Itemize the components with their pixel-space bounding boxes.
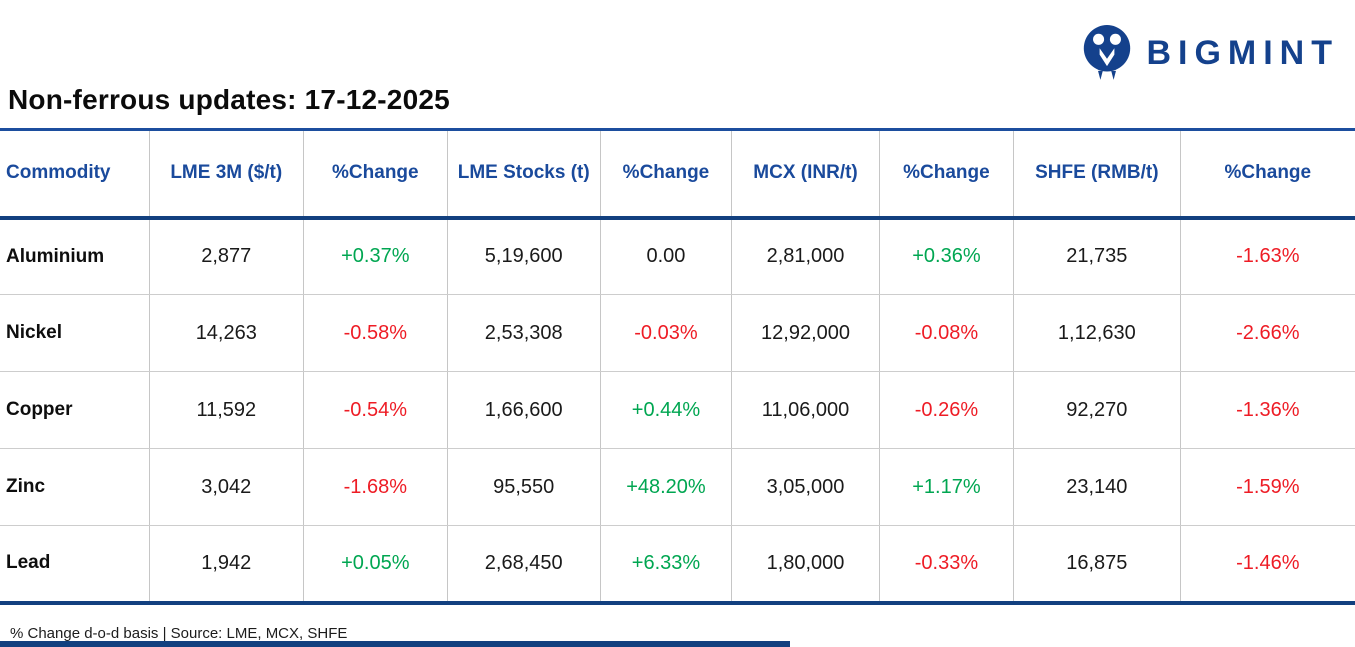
col-header-shfe: SHFE (RMB/t) (1013, 128, 1181, 220)
shfe-change-cell: -1.63% (1179, 217, 1355, 295)
lme-stocks-change-cell: +6.33% (599, 525, 732, 605)
shfe-cell: 21,735 (1013, 217, 1181, 295)
mcx-change-cell: +1.17% (878, 448, 1014, 526)
col-header-shfe-change: %Change (1179, 128, 1355, 220)
commodity-cell: Lead (0, 525, 150, 605)
mcx-change-cell: +0.36% (878, 217, 1014, 295)
col-header-mcx-change: %Change (878, 128, 1014, 220)
non-ferrous-table: Commodity LME 3M ($/t) %Change LME Stock… (0, 128, 1355, 605)
table-row: Zinc 3,042 -1.68% 95,550 +48.20% 3,05,00… (0, 448, 1355, 526)
lme-3m-change-cell: -1.68% (303, 448, 448, 526)
shfe-change-cell: -1.36% (1179, 371, 1355, 449)
commodity-cell: Aluminium (0, 217, 150, 295)
mcx-change-cell: -0.26% (878, 371, 1014, 449)
table-row: Copper 11,592 -0.54% 1,66,600 +0.44% 11,… (0, 371, 1355, 449)
lme-stocks-cell: 2,68,450 (446, 525, 601, 605)
lme-3m-cell: 3,042 (148, 448, 304, 526)
shfe-change-cell: -1.59% (1179, 448, 1355, 526)
lme-stocks-change-cell: 0.00 (599, 217, 732, 295)
mcx-change-cell: -0.08% (878, 294, 1014, 372)
shfe-cell: 92,270 (1013, 371, 1181, 449)
table-body: Aluminium 2,877 +0.37% 5,19,600 0.00 2,8… (0, 217, 1355, 605)
shfe-cell: 16,875 (1013, 525, 1181, 605)
page-title: Non-ferrous updates: 17-12-2025 (8, 84, 450, 115)
col-header-lme-3m-change: %Change (303, 128, 448, 220)
shfe-change-cell: -1.46% (1179, 525, 1355, 605)
commodity-cell: Nickel (0, 294, 150, 372)
lme-stocks-cell: 2,53,308 (446, 294, 601, 372)
lme-3m-change-cell: -0.54% (303, 371, 448, 449)
footnote: % Change d-o-d basis | Source: LME, MCX,… (10, 625, 348, 642)
col-header-mcx: MCX (INR/t) (731, 128, 880, 220)
lme-stocks-change-cell: -0.03% (599, 294, 732, 372)
lme-stocks-cell: 1,66,600 (446, 371, 601, 449)
lme-3m-change-cell: -0.58% (303, 294, 448, 372)
col-header-lme-3m: LME 3M ($/t) (148, 128, 304, 220)
lme-stocks-cell: 95,550 (446, 448, 601, 526)
table-row: Aluminium 2,877 +0.37% 5,19,600 0.00 2,8… (0, 217, 1355, 295)
lme-3m-cell: 11,592 (148, 371, 304, 449)
bottom-brand-bar (0, 641, 790, 647)
col-header-lme-stocks: LME Stocks (t) (446, 128, 601, 220)
mcx-cell: 11,06,000 (731, 371, 880, 449)
bigmint-logo-icon (1084, 25, 1131, 80)
table-header-row: Commodity LME 3M ($/t) %Change LME Stock… (0, 128, 1355, 220)
commodity-cell: Copper (0, 371, 150, 449)
commodity-cell: Zinc (0, 448, 150, 526)
col-header-commodity: Commodity (0, 128, 150, 220)
mcx-cell: 12,92,000 (731, 294, 880, 372)
lme-3m-change-cell: +0.05% (303, 525, 448, 605)
lme-3m-change-cell: +0.37% (303, 217, 448, 295)
lme-stocks-change-cell: +48.20% (599, 448, 732, 526)
lme-3m-cell: 2,877 (148, 217, 304, 295)
bigmint-logo: BIGMINT (1080, 24, 1339, 82)
shfe-cell: 1,12,630 (1013, 294, 1181, 372)
col-header-lme-stocks-change: %Change (599, 128, 732, 220)
lme-3m-cell: 14,263 (148, 294, 304, 372)
shfe-change-cell: -2.66% (1179, 294, 1355, 372)
mcx-cell: 1,80,000 (731, 525, 880, 605)
mcx-cell: 2,81,000 (731, 217, 880, 295)
table-row: Lead 1,942 +0.05% 2,68,450 +6.33% 1,80,0… (0, 525, 1355, 605)
shfe-cell: 23,140 (1013, 448, 1181, 526)
lme-stocks-cell: 5,19,600 (446, 217, 601, 295)
table-row: Nickel 14,263 -0.58% 2,53,308 -0.03% 12,… (0, 294, 1355, 372)
mcx-cell: 3,05,000 (731, 448, 880, 526)
lme-3m-cell: 1,942 (148, 525, 304, 605)
mcx-change-cell: -0.33% (878, 525, 1014, 605)
bigmint-logo-text: BIGMINT (1146, 33, 1339, 72)
lme-stocks-change-cell: +0.44% (599, 371, 732, 449)
